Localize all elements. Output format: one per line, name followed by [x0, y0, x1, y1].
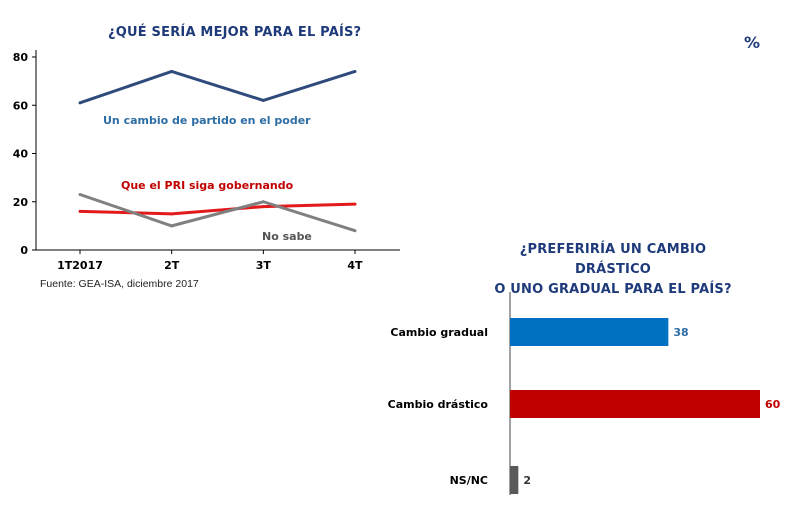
series-point [261, 98, 265, 102]
line-chart-title: ¿QUÉ SERÍA MEJOR PARA EL PAÍS? [108, 25, 362, 40]
source-note: Fuente: GEA-ISA, diciembre 2017 [40, 278, 199, 290]
x-tick-label: 3T [256, 259, 272, 270]
bar-chart-title: ¿PREFERIRÍA UN CAMBIO DRÁSTICO O UNO GRA… [488, 240, 738, 300]
series-point [261, 205, 265, 209]
series-line [79, 69, 356, 105]
series-line [79, 193, 356, 233]
series-label: Que el PRI siga gobernando [121, 179, 294, 192]
bar-category-label: Cambio drástico [388, 398, 489, 411]
y-tick-label: 0 [20, 244, 28, 257]
y-tick-label: 80 [13, 51, 29, 64]
bar-value-label: 2 [523, 474, 531, 487]
series-point [353, 229, 357, 233]
series-point [78, 193, 82, 197]
bar-value-label: 38 [673, 326, 688, 339]
series-label: Un cambio de partido en el poder [103, 114, 311, 127]
x-tick-label: 4T [347, 259, 363, 270]
series-line [79, 202, 356, 216]
series-point [78, 101, 82, 105]
bar [510, 390, 760, 418]
series-label: No sabe [262, 230, 312, 243]
y-tick-label: 20 [13, 196, 29, 209]
series-point [261, 200, 265, 204]
bar-category-label: NS/NC [450, 474, 488, 487]
y-tick-label: 60 [13, 99, 29, 112]
bar-value-label: 60 [765, 398, 781, 411]
x-tick-label: 1T2017 [57, 259, 103, 270]
bar-category-label: Cambio gradual [390, 326, 488, 339]
series-point [170, 224, 174, 228]
bar-chart: Cambio gradual Cambio drástico NS/NC 38 60 2 [388, 292, 781, 495]
line-chart: 0 20 40 60 80 1T2017 2T 3T 4T Un cambio de parti… [13, 50, 400, 270]
series-point [353, 202, 357, 206]
bar [510, 318, 669, 346]
percent-label: % [744, 33, 761, 52]
series-point [170, 69, 174, 73]
x-tick-label: 2T [164, 259, 180, 270]
bar-chart-title-line-2: O UNO GRADUAL PARA EL PAÍS? [494, 282, 732, 297]
bar-chart-title-line-1: ¿PREFERIRÍA UN CAMBIO DRÁSTICO [519, 242, 707, 277]
y-tick-label: 40 [13, 148, 29, 161]
series-point [353, 69, 357, 73]
series-point [170, 212, 174, 216]
series-point [78, 209, 82, 213]
bar [510, 466, 519, 494]
